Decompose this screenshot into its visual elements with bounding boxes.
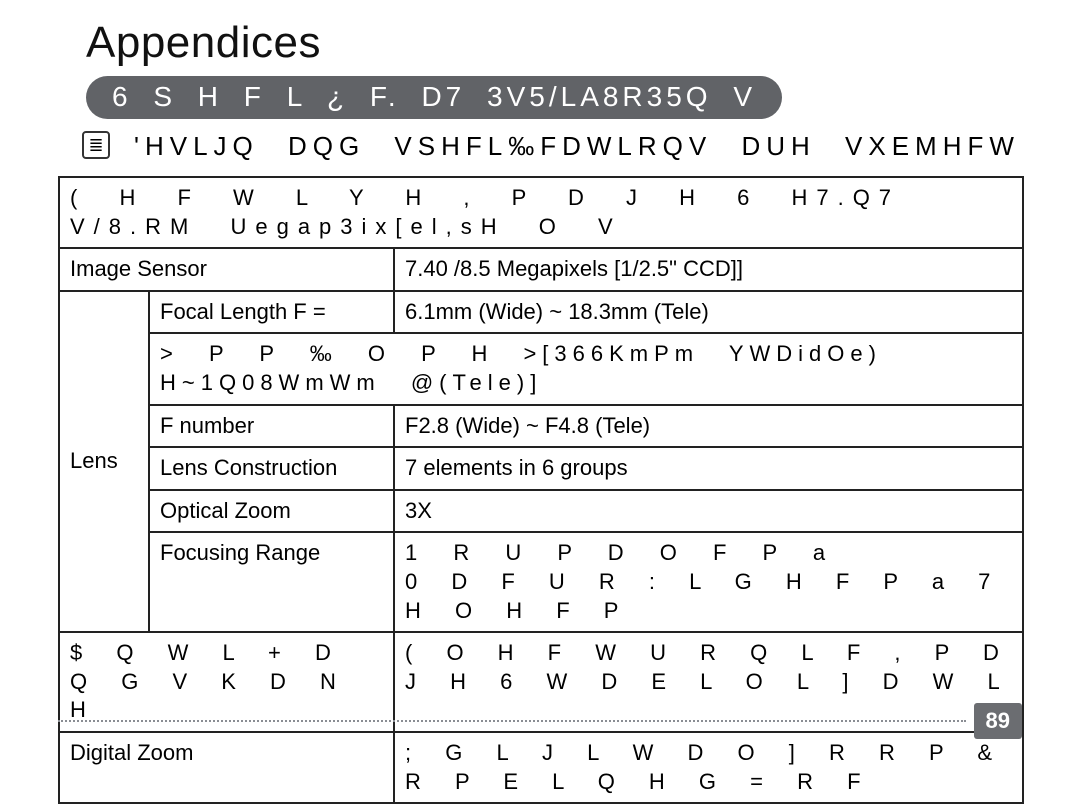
- range-line2: 0 D F U R : L G H F P a 7 H O H F P: [405, 568, 1012, 625]
- cell-label: Image Sensor: [59, 248, 394, 291]
- section-heading-pill: 6 S H F L ¿ F. D7 3V5/LA8R35Q V: [86, 76, 782, 119]
- note-row: 'HVLJQ DQG VSHFL‰FDWLRQV DUH VXEMHFW WR …: [58, 119, 1022, 176]
- row-effective-sensor: ( H F W L Y H , P D J H 6 H7.Q7 V/8.RM U…: [59, 177, 1023, 248]
- cell-label: F number: [149, 405, 394, 448]
- table-row: Optical Zoom 3X: [59, 490, 1023, 533]
- table-row: Digital Zoom ; G L J L W D O ] R R P & R…: [59, 732, 1023, 803]
- cell-value: 3X: [394, 490, 1023, 533]
- cell-label: Lens Construction: [149, 447, 394, 490]
- cell-value: 7 elements in 6 groups: [394, 447, 1023, 490]
- section-pill-row: 6 S H F L ¿ F. D7 3V5/LA8R35Q V: [58, 76, 1022, 119]
- page-number-badge: 89: [974, 703, 1022, 739]
- cell-value: ; G L J L W D O ] R R P & R P E L Q H G …: [394, 732, 1023, 803]
- table-row: > P P ‰ O P H >[366KmPm YWDidOe) H~1Q08W…: [59, 333, 1023, 404]
- cell-text: ( O H F W U R Q L F , P D J H 6 W D E L …: [405, 640, 1005, 694]
- cell-text: ; G L J L W D O ] R R P & R P E L Q H G …: [405, 740, 997, 794]
- table-row: ( H F W L Y H , P D J H 6 H7.Q7 V/8.RM U…: [59, 177, 1023, 248]
- cell-value: 1 R U P D O F P a 0 D F U R : L G H F P …: [394, 532, 1023, 632]
- cell-value: 7.40 /8.5 Megapixels [1/2.5" CCD]]: [394, 248, 1023, 291]
- table-row: Image Sensor 7.40 /8.5 Megapixels [1/2.5…: [59, 248, 1023, 291]
- cell-text: > P P ‰ O P H >[366KmPm YWDidOe) H~1Q08W…: [160, 341, 882, 395]
- cell-label: Focusing Range: [149, 532, 394, 632]
- note-text: 'HVLJQ DQG VSHFL‰FDWLRQV DUH VXEMHFW WR …: [134, 131, 1022, 162]
- cell-text: ( H F W L Y H , P D J H 6 H7.Q7 V/8.RM U…: [70, 185, 900, 239]
- cell-label: Focal Length F =: [149, 291, 394, 334]
- table-row: Lens Construction 7 elements in 6 groups: [59, 447, 1023, 490]
- page: Appendices 6 S H F L ¿ F. D7 3V5/LA8R35Q…: [0, 0, 1080, 785]
- note-icon: [82, 131, 110, 159]
- dotted-rule: [58, 720, 966, 722]
- lens-group-label: Lens: [59, 291, 149, 632]
- cell-garbled: > P P ‰ O P H >[366KmPm YWDidOe) H~1Q08W…: [149, 333, 1023, 404]
- table-row: Lens Focal Length F = 6.1mm (Wide) ~ 18.…: [59, 291, 1023, 334]
- cell-value: F2.8 (Wide) ~ F4.8 (Tele): [394, 405, 1023, 448]
- cell-label: Digital Zoom: [59, 732, 394, 803]
- cell-value: 6.1mm (Wide) ~ 18.3mm (Tele): [394, 291, 1023, 334]
- footer-rule: 89: [58, 703, 1022, 739]
- table-row: Focusing Range 1 R U P D O F P a 0 D F U…: [59, 532, 1023, 632]
- table-row: F number F2.8 (Wide) ~ F4.8 (Tele): [59, 405, 1023, 448]
- cell-label: Optical Zoom: [149, 490, 394, 533]
- page-title: Appendices: [58, 0, 1022, 76]
- range-line1: 1 R U P D O F P a: [405, 539, 1012, 568]
